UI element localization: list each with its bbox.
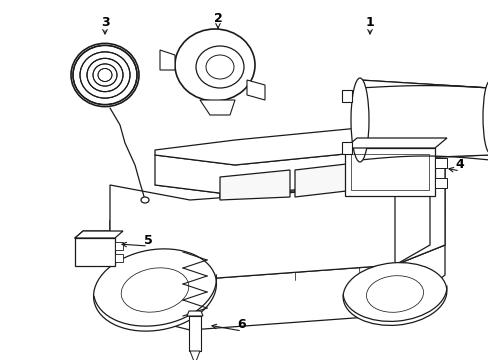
Text: 1: 1 — [365, 15, 374, 28]
Text: 6: 6 — [237, 319, 246, 332]
Text: 2: 2 — [213, 12, 222, 24]
Polygon shape — [110, 160, 444, 280]
Polygon shape — [110, 220, 190, 280]
Bar — [189, 316, 201, 351]
Ellipse shape — [141, 197, 149, 203]
Polygon shape — [394, 165, 429, 265]
Polygon shape — [220, 170, 289, 200]
Ellipse shape — [175, 29, 254, 101]
Polygon shape — [341, 142, 351, 154]
Polygon shape — [345, 138, 446, 148]
Ellipse shape — [196, 46, 244, 88]
Polygon shape — [341, 90, 351, 102]
Polygon shape — [384, 130, 429, 182]
Bar — [115, 242, 123, 250]
Text: 5: 5 — [143, 234, 152, 247]
Text: 3: 3 — [101, 15, 109, 28]
Polygon shape — [160, 50, 175, 70]
Ellipse shape — [343, 262, 446, 325]
Ellipse shape — [350, 78, 368, 162]
Bar — [115, 254, 123, 262]
Bar — [345, 148, 434, 196]
Polygon shape — [200, 100, 235, 115]
Ellipse shape — [482, 81, 488, 153]
Polygon shape — [190, 351, 200, 360]
Polygon shape — [75, 231, 123, 238]
Polygon shape — [110, 245, 444, 330]
Polygon shape — [294, 163, 354, 197]
Bar — [434, 158, 446, 168]
Bar — [350, 154, 428, 190]
Polygon shape — [155, 125, 429, 165]
Polygon shape — [394, 160, 444, 265]
Polygon shape — [155, 130, 429, 195]
Bar — [434, 178, 446, 188]
Polygon shape — [186, 311, 203, 316]
Ellipse shape — [93, 249, 216, 331]
Bar — [75, 238, 115, 266]
Polygon shape — [359, 80, 488, 160]
Polygon shape — [246, 80, 264, 100]
Text: 4: 4 — [455, 158, 464, 171]
Ellipse shape — [71, 44, 139, 107]
